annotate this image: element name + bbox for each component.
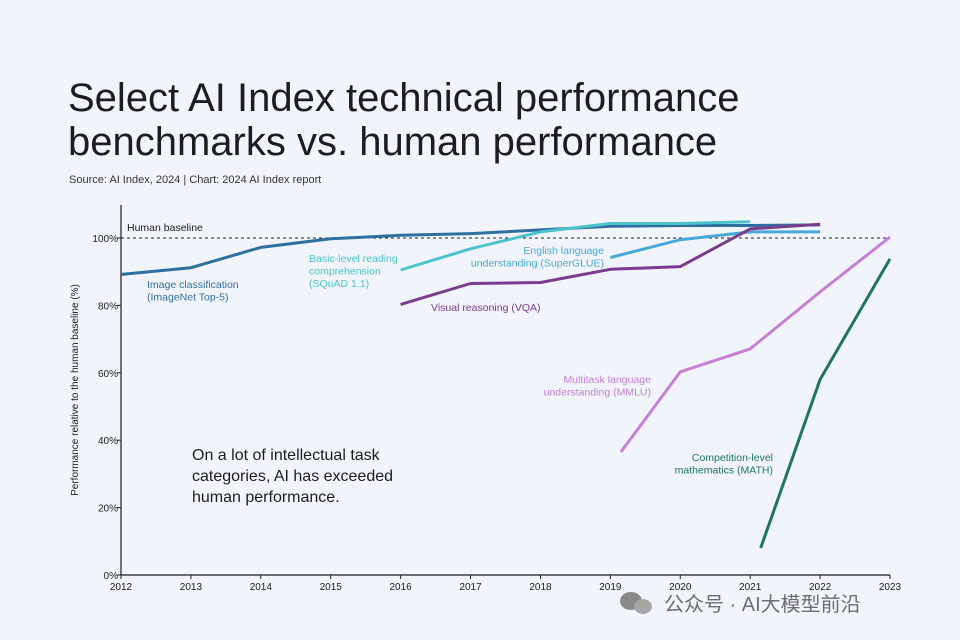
series-line <box>759 258 892 549</box>
x-tick-label: 2013 <box>180 582 203 593</box>
series-line <box>120 223 821 276</box>
series-label: understanding (MMLU) <box>544 387 651 399</box>
y-tick-label: 100% <box>92 234 118 245</box>
chart-annotation: categories, AI has exceeded <box>192 468 393 485</box>
series-label: Image classification <box>147 279 239 291</box>
series-line <box>400 222 821 306</box>
series-label: Competition-level <box>692 452 773 464</box>
series-line <box>610 230 821 259</box>
x-tick-label: 2023 <box>879 582 902 593</box>
series-label: English language <box>523 245 604 257</box>
y-tick-label: 20% <box>98 504 118 515</box>
series-label: (SQuAD 1.1) <box>309 278 369 290</box>
x-tick-label: 2021 <box>739 582 762 593</box>
y-tick-label: 80% <box>98 301 118 312</box>
human-baseline-label: Human baseline <box>127 222 203 234</box>
x-tick-label: 2020 <box>669 582 692 593</box>
x-tick-label: 2017 <box>459 582 482 593</box>
watermark: 公众号 · AI大模型前沿 <box>620 588 861 617</box>
chart-title: Select AI Index technical performance be… <box>68 76 740 164</box>
x-tick-label: 2015 <box>320 582 343 593</box>
chart-annotation: On a lot of intellectual task <box>192 447 381 464</box>
series-label: understanding (SuperGLUE) <box>471 258 604 270</box>
series-label: mathematics (MATH) <box>675 465 773 477</box>
y-axis-label: Performance relative to the human baseli… <box>70 284 81 496</box>
x-tick-label: 2022 <box>809 582 832 593</box>
wechat-icon <box>620 590 656 616</box>
y-tick-label: 40% <box>98 436 118 447</box>
series-label: Basic-level reading <box>309 253 398 265</box>
chart-annotation: human performance. <box>192 489 340 506</box>
y-tick-label: 60% <box>98 369 118 380</box>
chart-source: Source: AI Index, 2024 | Chart: 2024 AI … <box>69 174 322 186</box>
series-label: comprehension <box>309 266 381 278</box>
x-tick-label: 2018 <box>529 582 552 593</box>
series-label: (ImageNet Top-5) <box>147 292 229 304</box>
watermark-text: 公众号 · AI大模型前沿 <box>664 594 861 616</box>
x-tick-label: 2012 <box>110 582 133 593</box>
y-tick-label: 0% <box>104 571 119 582</box>
series-line <box>619 235 891 453</box>
series-label: Visual reasoning (VQA) <box>431 302 541 314</box>
x-tick-label: 2014 <box>250 582 273 593</box>
x-tick-label: 2016 <box>390 582 413 593</box>
x-tick-label: 2019 <box>599 582 622 593</box>
series-line <box>400 220 751 272</box>
series-label: Multitask language <box>563 374 651 386</box>
